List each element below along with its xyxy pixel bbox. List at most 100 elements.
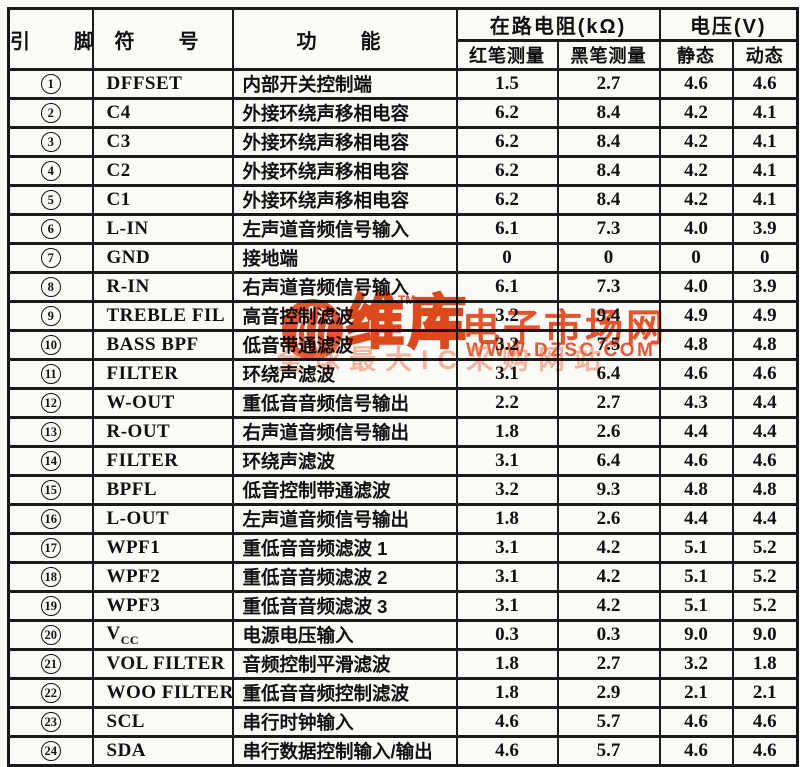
black-pen-value: 2.9 bbox=[556, 677, 661, 709]
dynamic-voltage-value: 4.1 bbox=[731, 126, 799, 158]
dynamic-voltage-value: 4.4 bbox=[731, 503, 799, 535]
table-row: 21 VOL FILTER 音频控制平滑滤波 1.8 2.7 3.2 1.8 bbox=[7, 648, 799, 680]
pin-function-table: 引 脚 符 号 功 能 在路电阻(kΩ) 电压(V) 红笔测量 黑笔测量 静态 … bbox=[7, 7, 800, 767]
black-pen-value: 7.3 bbox=[556, 271, 661, 303]
black-pen-value: 6.4 bbox=[556, 445, 661, 477]
static-voltage-value: 0 bbox=[658, 242, 734, 274]
red-pen-value: 1.8 bbox=[455, 416, 559, 448]
dynamic-voltage-value: 2.1 bbox=[731, 677, 799, 709]
black-pen-value: 8.4 bbox=[556, 155, 661, 187]
header-symbol: 符 号 bbox=[91, 7, 234, 71]
pin-symbol: R-IN bbox=[91, 271, 234, 303]
pin-number-badge: 16 bbox=[40, 509, 61, 529]
pin-function: 外接环绕声移相电容 bbox=[231, 97, 458, 129]
black-pen-value: 2.6 bbox=[556, 416, 661, 448]
red-pen-value: 3.1 bbox=[455, 561, 559, 593]
static-voltage-value: 4.4 bbox=[658, 416, 734, 448]
black-pen-value: 8.4 bbox=[556, 97, 661, 129]
dynamic-voltage-value: 9.0 bbox=[731, 619, 799, 651]
pin-function: 串行数据控制输入/输出 bbox=[231, 735, 458, 767]
pin-symbol: C1 bbox=[91, 184, 234, 216]
table-row: 22 WOO FILTER 重低音音频控制滤波 1.8 2.9 2.1 2.1 bbox=[7, 677, 799, 709]
header-resistance-group: 在路电阻(kΩ) bbox=[455, 7, 661, 42]
table-row: 13 R-OUT 右声道音频信号输出 1.8 2.6 4.4 4.4 bbox=[7, 416, 799, 448]
scanned-datasheet-page: 引 脚 符 号 功 能 在路电阻(kΩ) 电压(V) 红笔测量 黑笔测量 静态 … bbox=[7, 7, 800, 767]
red-pen-value: 1.8 bbox=[455, 503, 559, 535]
pin-symbol: WPF2 bbox=[91, 561, 234, 593]
static-voltage-value: 4.6 bbox=[658, 68, 734, 100]
pin-symbol: L-OUT bbox=[91, 503, 234, 535]
pin-symbol: C3 bbox=[91, 126, 234, 158]
black-pen-value: 4.2 bbox=[556, 561, 661, 593]
static-voltage-value: 4.2 bbox=[658, 126, 734, 158]
black-pen-value: 7.3 bbox=[556, 213, 661, 245]
pin-symbol: TREBLE FIL bbox=[91, 300, 234, 332]
black-pen-value: 0.3 bbox=[556, 619, 661, 651]
red-pen-value: 6.2 bbox=[455, 97, 559, 129]
dynamic-voltage-value: 4.6 bbox=[731, 358, 799, 390]
dynamic-voltage-value: 3.9 bbox=[731, 271, 799, 303]
static-voltage-value: 4.6 bbox=[658, 358, 734, 390]
dynamic-voltage-value: 4.1 bbox=[731, 155, 799, 187]
pin-symbol: BPFL bbox=[91, 474, 234, 506]
pin-function: 电源电压输入 bbox=[231, 619, 458, 651]
pin-function: 重低音音频信号输出 bbox=[231, 387, 458, 419]
pin-symbol: VCC bbox=[91, 619, 234, 651]
table-row: 16 L-OUT 左声道音频信号输出 1.8 2.6 4.4 4.4 bbox=[7, 503, 799, 535]
pin-number-badge: 6 bbox=[40, 219, 61, 239]
header-voltage-group: 电压(V) bbox=[658, 7, 799, 42]
pin-function: 右声道音频信号输入 bbox=[231, 271, 458, 303]
black-pen-value: 2.7 bbox=[556, 387, 661, 419]
static-voltage-value: 2.1 bbox=[658, 677, 734, 709]
red-pen-value: 3.2 bbox=[455, 300, 559, 332]
pin-number-badge: 3 bbox=[40, 132, 61, 152]
table-row: 1 DFFSET 内部开关控制端 1.5 2.7 4.6 4.6 bbox=[7, 68, 799, 100]
static-voltage-value: 4.9 bbox=[658, 300, 734, 332]
pin-number-badge: 13 bbox=[40, 422, 61, 442]
dynamic-voltage-value: 5.2 bbox=[731, 590, 799, 622]
pin-number-badge: 21 bbox=[40, 654, 61, 674]
table-row: 2 C4 外接环绕声移相电容 6.2 8.4 4.2 4.1 bbox=[7, 97, 799, 129]
table-row: 19 WPF3 重低音音频滤波 3 3.1 4.2 5.1 5.2 bbox=[7, 590, 799, 622]
red-pen-value: 1.8 bbox=[455, 677, 559, 709]
dynamic-voltage-value: 4.9 bbox=[731, 300, 799, 332]
header-black-pen: 黑笔测量 bbox=[556, 39, 661, 71]
black-pen-value: 2.7 bbox=[556, 648, 661, 680]
pin-number-badge: 14 bbox=[40, 451, 61, 471]
red-pen-value: 2.2 bbox=[455, 387, 559, 419]
table-row: 17 WPF1 重低音音频滤波 1 3.1 4.2 5.1 5.2 bbox=[7, 532, 799, 564]
red-pen-value: 0 bbox=[455, 242, 559, 274]
dynamic-voltage-value: 4.1 bbox=[731, 97, 799, 129]
red-pen-value: 6.2 bbox=[455, 184, 559, 216]
table-row: 4 C2 外接环绕声移相电容 6.2 8.4 4.2 4.1 bbox=[7, 155, 799, 187]
red-pen-value: 6.1 bbox=[455, 271, 559, 303]
table-row: 6 L-IN 左声道音频信号输入 6.1 7.3 4.0 3.9 bbox=[7, 213, 799, 245]
pin-symbol: VOL FILTER bbox=[91, 648, 234, 680]
static-voltage-value: 4.0 bbox=[658, 271, 734, 303]
red-pen-value: 4.6 bbox=[455, 706, 559, 738]
pin-number-badge: 10 bbox=[40, 335, 61, 355]
pin-symbol: FILTER bbox=[91, 358, 234, 390]
black-pen-value: 0 bbox=[556, 242, 661, 274]
pin-function: 外接环绕声移相电容 bbox=[231, 155, 458, 187]
pin-function: 低音控制带通滤波 bbox=[231, 474, 458, 506]
table-row: 18 WPF2 重低音音频滤波 2 3.1 4.2 5.1 5.2 bbox=[7, 561, 799, 593]
pin-function: 环绕声滤波 bbox=[231, 445, 458, 477]
pin-symbol: SCL bbox=[91, 706, 234, 738]
red-pen-value: 3.1 bbox=[455, 590, 559, 622]
pin-function: 高音控制滤波 bbox=[231, 300, 458, 332]
pin-number-badge: 8 bbox=[40, 277, 61, 297]
black-pen-value: 4.2 bbox=[556, 532, 661, 564]
static-voltage-value: 4.3 bbox=[658, 387, 734, 419]
pin-function: 左声道音频信号输出 bbox=[231, 503, 458, 535]
red-pen-value: 1.8 bbox=[455, 648, 559, 680]
static-voltage-value: 5.1 bbox=[658, 532, 734, 564]
red-pen-value: 4.6 bbox=[455, 735, 559, 767]
pin-function: 左声道音频信号输入 bbox=[231, 213, 458, 245]
static-voltage-value: 5.1 bbox=[658, 561, 734, 593]
pin-number-badge: 17 bbox=[40, 538, 61, 558]
pin-number-badge: 12 bbox=[40, 393, 61, 413]
static-voltage-value: 9.0 bbox=[658, 619, 734, 651]
header-static: 静态 bbox=[658, 39, 734, 71]
pin-symbol: W-OUT bbox=[91, 387, 234, 419]
